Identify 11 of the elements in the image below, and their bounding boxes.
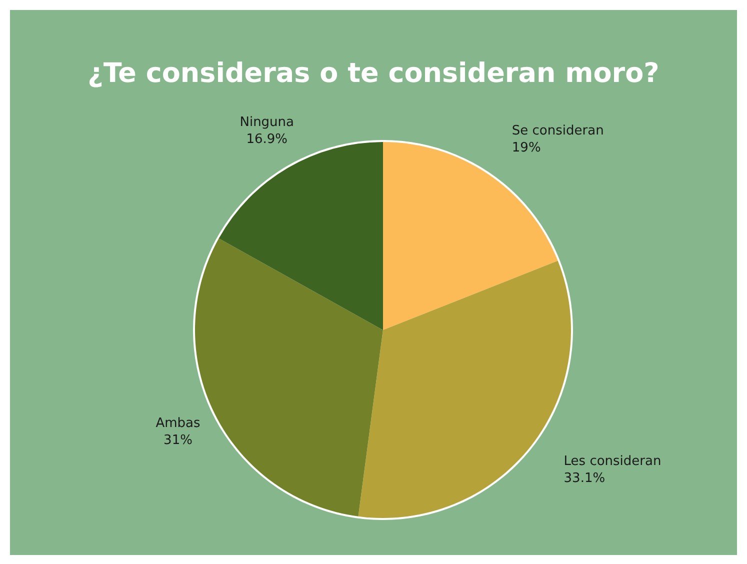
slice-label: Ambas	[156, 416, 200, 431]
pie-slice	[383, 142, 558, 330]
data-label: 33.1%	[564, 471, 606, 486]
chart-title: ¿Te consideras o te consideran moro?	[88, 58, 660, 89]
slice-label: Ninguna	[240, 115, 294, 130]
data-label: 31%	[164, 432, 192, 448]
slice-label: Se consideran	[512, 123, 604, 138]
data-label: 19%	[512, 140, 541, 156]
slice-label: Les consideran	[564, 454, 662, 470]
data-label: 16.9%	[246, 132, 288, 148]
pie-slice	[218, 142, 383, 330]
